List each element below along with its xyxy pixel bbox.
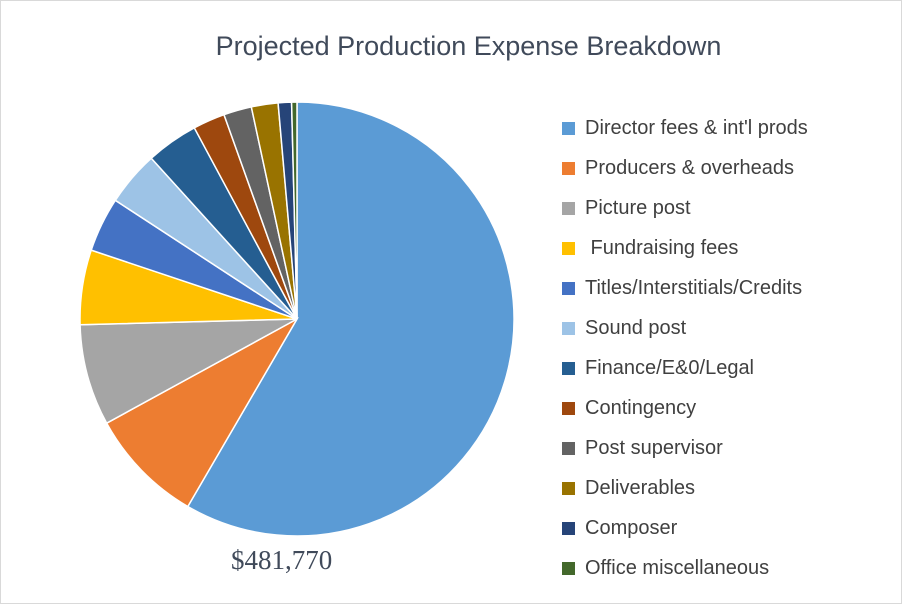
legend-swatch — [562, 201, 575, 215]
pie-slice-12 — [290, 101, 298, 320]
legend-swatch — [562, 241, 575, 255]
pie-slice-1 — [186, 101, 515, 537]
total-label: $481,770 — [231, 545, 333, 575]
legend-item-12: Office miscellaneous — [562, 548, 808, 588]
legend-swatch — [562, 561, 575, 575]
legend-swatch — [562, 361, 575, 375]
legend-item-8: Contingency — [562, 388, 808, 428]
legend-item-3: Picture post — [562, 188, 808, 228]
legend-label: Picture post — [585, 196, 691, 219]
legend-swatch — [562, 321, 575, 335]
pie-slice-2 — [105, 317, 300, 508]
legend-item-2: Producers & overheads — [562, 148, 808, 188]
legend-label: Deliverables — [585, 476, 696, 499]
legend-label: Fundraising fees — [585, 236, 739, 259]
legend-label: Office miscellaneous — [585, 556, 770, 579]
legend-swatch — [562, 401, 575, 415]
legend-label: Titles/Interstitials/Credits — [585, 276, 803, 299]
legend-item-6: Sound post — [562, 308, 808, 348]
legend-item-10: Deliverables — [562, 468, 808, 508]
legend-label: Finance/E&0/Legal — [585, 356, 755, 379]
legend-label: Sound post — [585, 316, 687, 339]
legend-swatch — [562, 121, 575, 135]
legend-swatch — [562, 161, 575, 175]
legend-swatch — [562, 481, 575, 495]
legend-label: Director fees & int'l prods — [585, 116, 808, 139]
legend: Director fees & int'l prods Producers & o… — [562, 108, 808, 588]
pie-chart — [79, 101, 515, 537]
legend-swatch — [562, 281, 575, 295]
legend-label: Post supervisor — [585, 436, 723, 459]
legend-label: Contingency — [585, 396, 697, 419]
chart-title: Projected Production Expense Breakdown — [215, 31, 722, 61]
legend-item-4: Fundraising fees — [562, 228, 808, 268]
legend-item-7: Finance/E&0/Legal — [562, 348, 808, 388]
legend-label: Producers & overheads — [585, 156, 795, 179]
pie-slice-3 — [79, 318, 298, 425]
legend-item-11: Composer — [562, 508, 808, 548]
legend-item-5: Titles/Interstitials/Credits — [562, 268, 808, 308]
legend-item-1: Director fees & int'l prods — [562, 108, 808, 148]
legend-swatch — [562, 521, 575, 535]
legend-swatch — [562, 441, 575, 455]
legend-label: Composer — [585, 516, 678, 539]
legend-item-9: Post supervisor — [562, 428, 808, 468]
